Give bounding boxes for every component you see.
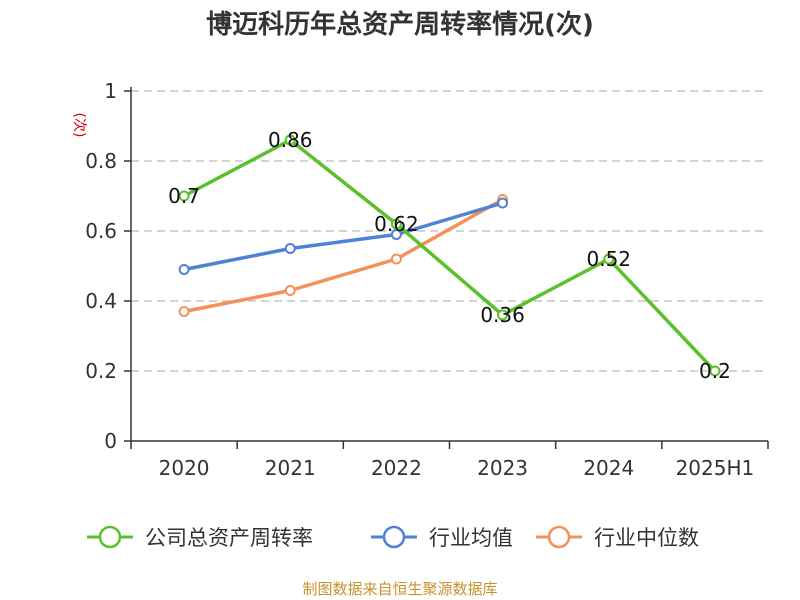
legend-label: 行业中位数 <box>594 526 699 550</box>
data-label: 0.52 <box>586 247 631 271</box>
x-tick-label: 2020 <box>159 456 210 480</box>
data-point <box>178 306 190 317</box>
legend-marker <box>382 525 406 549</box>
axes: 0 0.2 0.4 0.6 0.8 1 2020 2021 2022 2023 2024 2025H1 <box>85 79 769 480</box>
data-point <box>497 309 509 321</box>
data-label: 0.2 <box>699 359 731 383</box>
x-tick-label: 2024 <box>583 456 634 480</box>
legend: 公司总资产周转率 行业均值 行业中位数 <box>87 525 699 550</box>
data-point <box>284 134 296 146</box>
data-label: 0.86 <box>268 128 313 152</box>
y-tick-label: 0.8 <box>85 149 117 173</box>
series-line <box>182 138 717 373</box>
data-point <box>390 229 402 240</box>
data-point <box>497 197 509 209</box>
legend-label: 公司总资产周转率 <box>145 526 313 550</box>
series-layer: 0.7 0.86 0.62 0.36 0.52 0.2 <box>168 128 731 383</box>
data-label: 0.36 <box>480 303 525 327</box>
data-point <box>709 365 721 377</box>
data-point <box>178 264 190 275</box>
data-point <box>284 243 296 254</box>
x-tick-label: 2022 <box>371 456 422 480</box>
legend-label: 行业均值 <box>429 526 513 550</box>
data-label: 0.7 <box>168 184 200 208</box>
series-line <box>182 197 505 314</box>
data-point <box>284 285 296 296</box>
y-tick-label: 0.6 <box>85 219 117 243</box>
y-tick-label: 0.4 <box>85 289 117 313</box>
x-tick-label: 2025H1 <box>676 456 755 480</box>
source-note: 制图数据来自恒生聚源数据库 <box>302 580 497 598</box>
data-label: 0.62 <box>374 212 419 236</box>
legend-marker <box>98 525 122 549</box>
y-tick-label: 0 <box>104 429 117 453</box>
legend-marker <box>547 525 571 549</box>
data-point <box>178 190 190 202</box>
data-point <box>603 253 615 265</box>
y-tick-label: 0.2 <box>85 359 117 383</box>
data-point <box>390 218 402 230</box>
series-line <box>182 201 505 272</box>
chart-title: 博迈科历年总资产周转率情况(次) <box>206 9 594 40</box>
y-tick-label: 1 <box>104 79 117 103</box>
y-axis-label: (次) <box>71 113 87 138</box>
data-point <box>390 253 402 265</box>
x-tick-label: 2023 <box>477 456 528 480</box>
x-tick-label: 2021 <box>265 456 316 480</box>
